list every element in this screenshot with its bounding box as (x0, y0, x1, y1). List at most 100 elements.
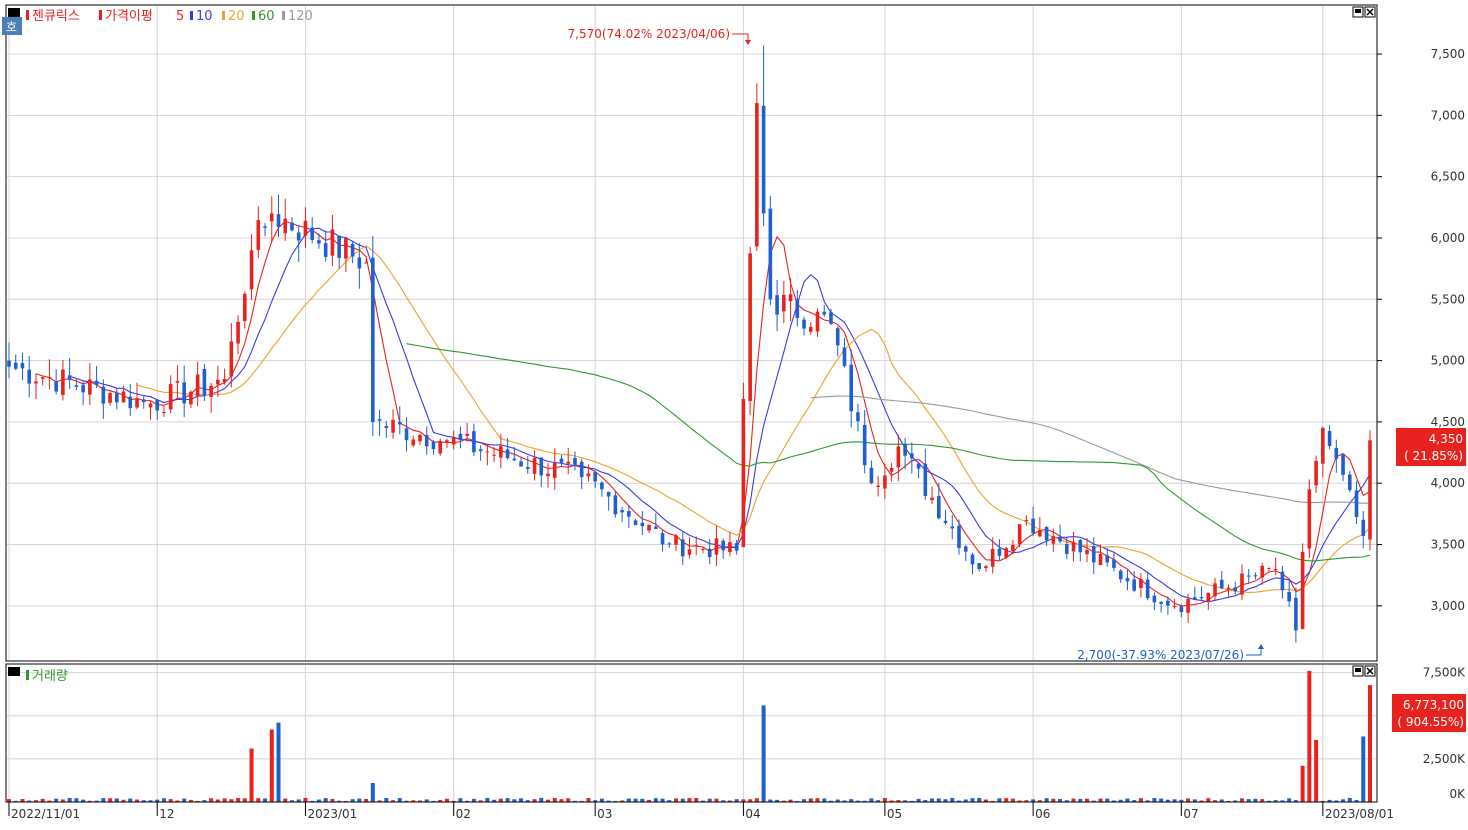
volume-bar (384, 797, 389, 802)
candle-body (303, 220, 308, 236)
volume-bar (633, 798, 638, 802)
candle-body (1294, 597, 1298, 631)
volume-bar (114, 798, 119, 802)
volume-bar (87, 800, 92, 802)
candle-body (1166, 600, 1170, 606)
candle-body (263, 226, 267, 228)
price-tick-label: 6,500 (1431, 170, 1465, 184)
settings-tab-icon[interactable] (2, 17, 22, 35)
volume-bar (1111, 800, 1116, 802)
volume-bar (438, 799, 443, 802)
candle-body (829, 312, 833, 324)
volume-bar (222, 798, 227, 802)
volume-bar (788, 799, 793, 802)
volume-bar (983, 799, 988, 802)
price-tick-label: 5,500 (1431, 292, 1465, 306)
settings-tab-label[interactable]: 호 (6, 20, 17, 34)
candle-body (505, 449, 510, 459)
x-tick-label: 2023/08/01 (1325, 807, 1394, 821)
legend-ma120: 120 (288, 9, 313, 24)
volume-bar (916, 798, 921, 802)
candle-body (620, 510, 624, 513)
volume-bar (1219, 799, 1224, 802)
candle-body (155, 399, 160, 411)
candle-body (943, 520, 948, 523)
ma120-line (810, 395, 1371, 504)
last-price-badge (1396, 428, 1466, 466)
volume-bar (546, 799, 551, 802)
candle-body (822, 311, 827, 315)
volume-bar (620, 800, 625, 802)
volume-bar (202, 800, 207, 802)
candle-body (1219, 579, 1224, 589)
candle-body (957, 525, 961, 548)
volume-bar (148, 800, 153, 802)
candle-body (74, 385, 79, 387)
volume-icon[interactable] (8, 667, 20, 676)
volume-bar (404, 800, 409, 802)
volume-bar (1213, 800, 1218, 802)
volume-bar (492, 799, 497, 802)
candle-body (1354, 490, 1359, 517)
volume-bar (337, 800, 342, 802)
volume-bar (1314, 739, 1319, 802)
candle-body (472, 431, 476, 453)
candle-body (674, 535, 678, 545)
candle-body (660, 533, 665, 545)
candle-body (579, 461, 584, 478)
high-annotation: 7,570(74.02% 2023/04/06) (568, 27, 730, 41)
volume-bar (566, 798, 571, 802)
candle-body (1051, 536, 1056, 544)
candle-body (243, 293, 247, 321)
volume-bar (323, 798, 328, 802)
candle-body (923, 463, 928, 496)
volume-bar (465, 800, 470, 802)
close-price-panel-icon[interactable] (1364, 6, 1376, 18)
candle-body (647, 524, 651, 531)
candle-body (916, 463, 921, 469)
candle-body (364, 262, 368, 264)
candle-body (249, 250, 254, 290)
candle-body (862, 424, 867, 466)
volume-bar (431, 800, 436, 802)
legend-ma10: 10 (196, 9, 213, 24)
candle-body (317, 240, 321, 244)
volume-bar (667, 800, 672, 802)
candle-body (984, 566, 988, 569)
candle-body (1347, 474, 1352, 491)
price-tick-label: 7,000 (1431, 108, 1465, 122)
maximize-price-panel-icon[interactable] (1352, 6, 1364, 18)
candle-body (115, 393, 119, 403)
x-tick-label: 12 (159, 807, 174, 821)
price-tick-label: 3,000 (1431, 599, 1465, 613)
candle-body (13, 362, 18, 369)
volume-bar (572, 800, 577, 802)
maximize-volume-panel-icon[interactable] (1352, 665, 1364, 677)
volume-bar (417, 800, 422, 802)
candle-body (1327, 431, 1332, 447)
candle-body (478, 449, 483, 452)
close-volume-panel-icon[interactable] (1364, 665, 1376, 677)
volume-bar (1246, 799, 1251, 802)
candle-body (633, 520, 638, 526)
volume-bar (350, 799, 355, 802)
candle-body (950, 526, 955, 529)
volume-bar (593, 800, 598, 802)
candle-body (1118, 570, 1123, 580)
candle-body (1152, 595, 1157, 603)
volume-bar (896, 800, 901, 802)
candle-body (701, 548, 705, 550)
candle-body (734, 543, 739, 551)
volume-bar (40, 798, 45, 802)
volume-bar (1098, 798, 1103, 802)
volume-bar (552, 798, 557, 802)
candle-body (1193, 597, 1197, 600)
chart-icon[interactable] (8, 8, 20, 17)
volume-bar (7, 799, 11, 802)
candle-body (1085, 550, 1089, 555)
candle-body (269, 213, 274, 222)
candle-body (910, 453, 914, 459)
candle-body (687, 549, 692, 555)
volume-bar (391, 800, 396, 802)
volume-bar (13, 800, 18, 802)
